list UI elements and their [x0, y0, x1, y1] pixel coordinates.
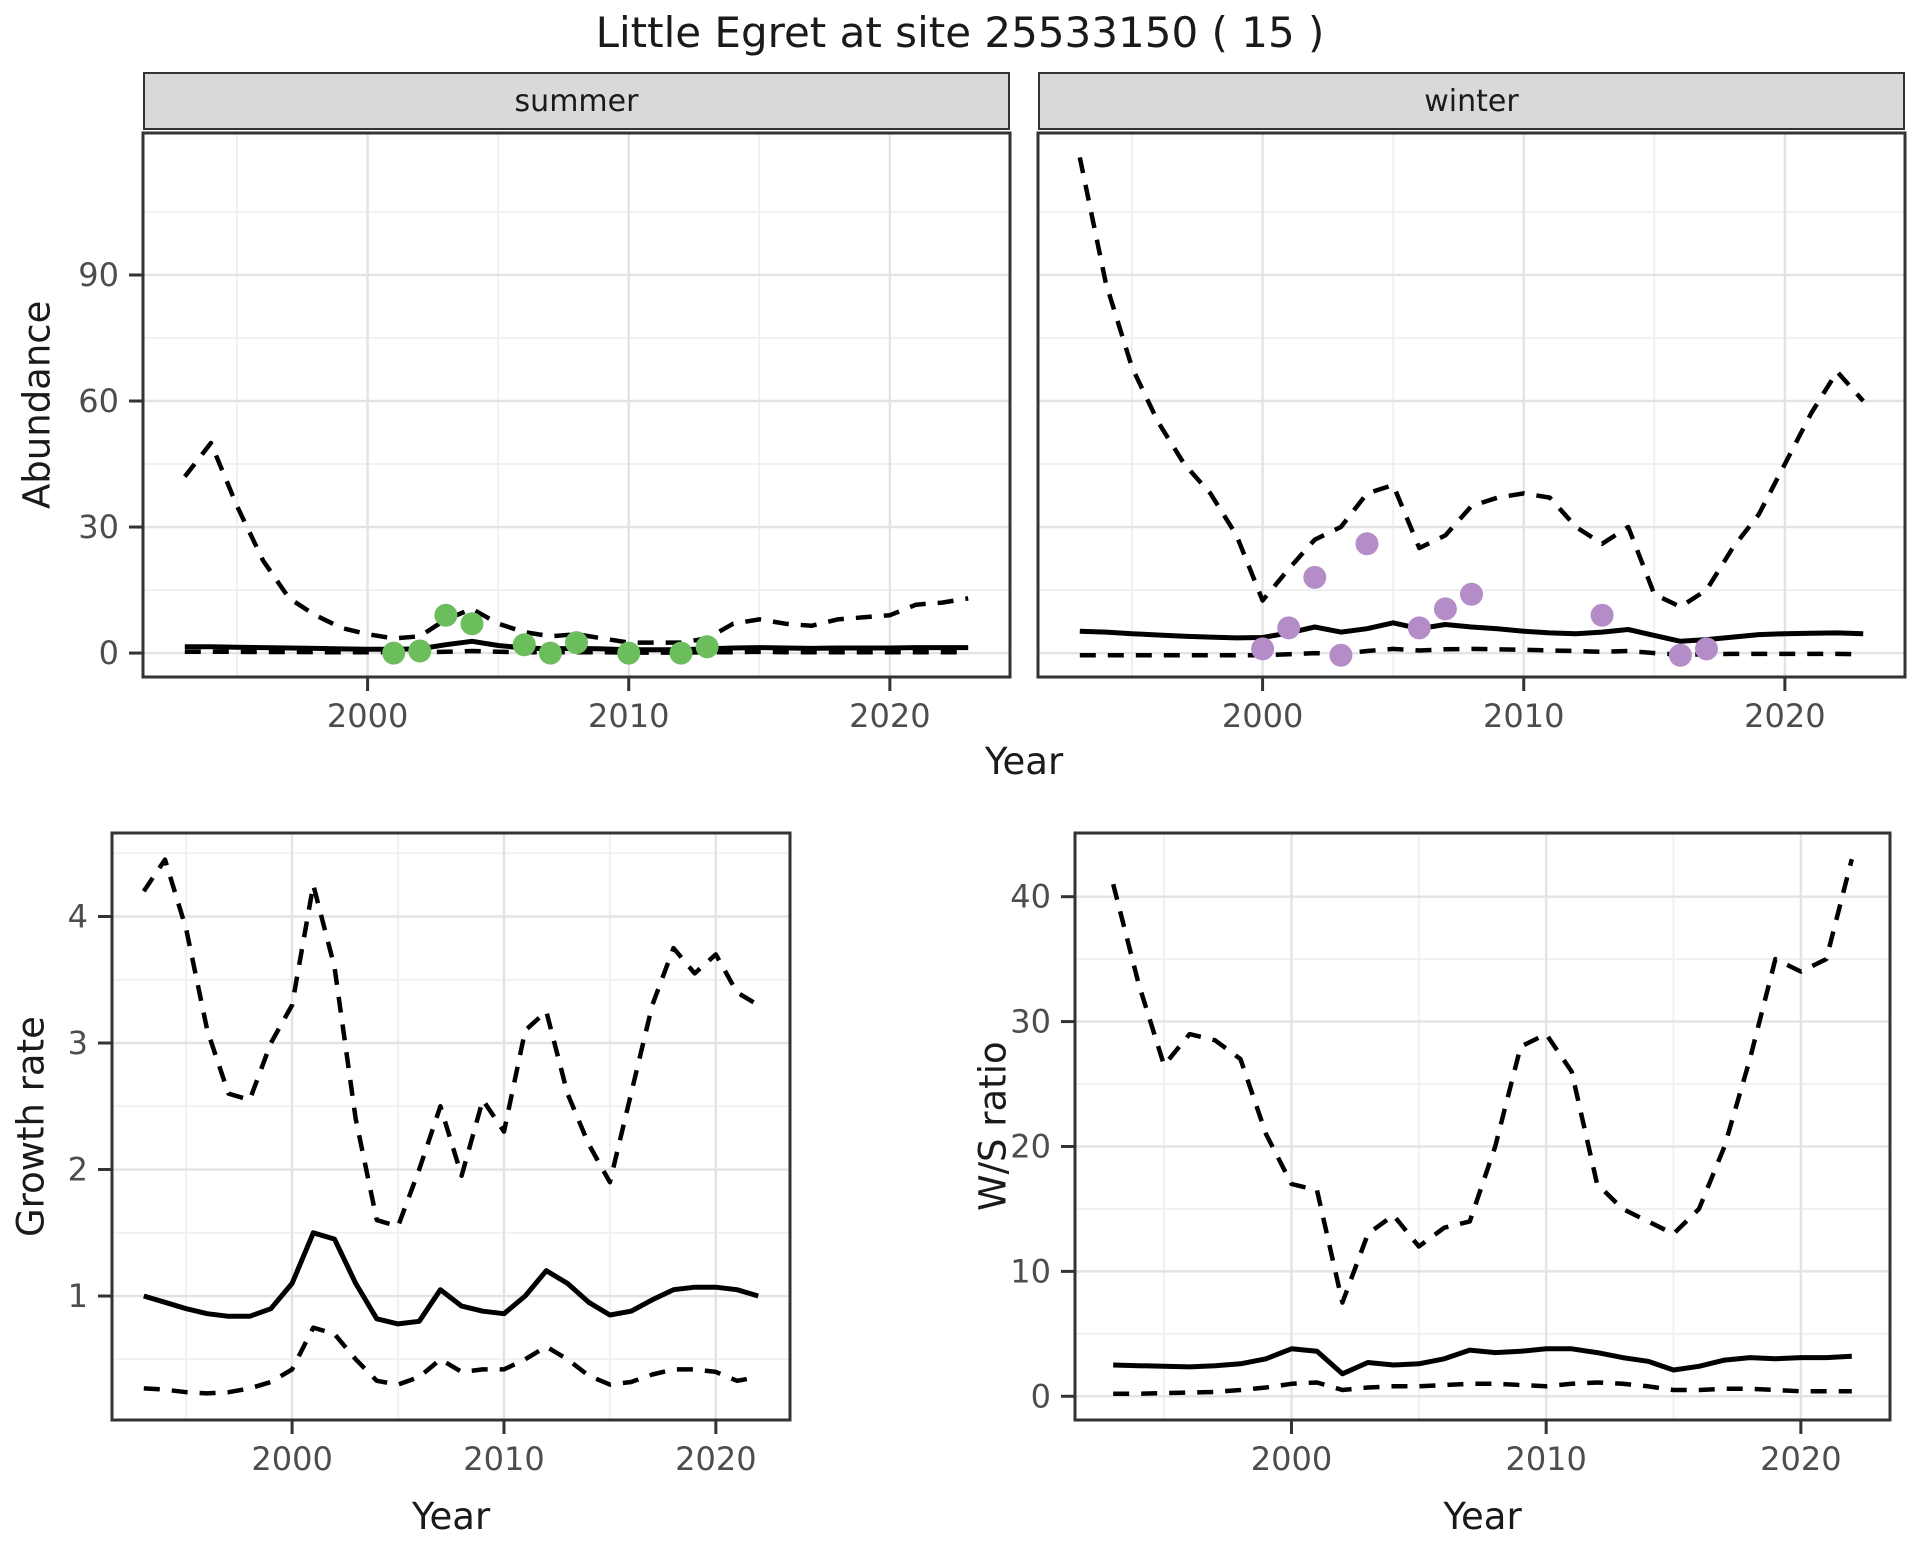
gridlines: [112, 833, 790, 1420]
axis-ticks-abundance-summer: 2000 2010 2020 0 30 60 90: [78, 256, 930, 735]
y-tick-label: 0: [1031, 1377, 1051, 1415]
observation-point: [1668, 643, 1692, 667]
observation-point: [565, 631, 588, 655]
observation-point: [669, 641, 693, 665]
observation-point: [1303, 565, 1327, 589]
abundance-winter-upper_95ci-line: [1077, 156, 1865, 610]
y-tick-label: 1: [68, 1277, 88, 1315]
winter-counts: [1251, 532, 1718, 667]
x-tick-label: 2020: [1744, 697, 1825, 735]
x-tick-label: 2000: [1222, 697, 1303, 735]
observation-point: [695, 635, 719, 659]
panel-background: [1075, 833, 1890, 1420]
abundance-winter-lower_95ci-line: [1079, 646, 1864, 658]
x-tick-label: 2010: [463, 1440, 544, 1478]
growth-rate-lower_95ci-line: [143, 1325, 759, 1396]
panel-border: [1073, 831, 1892, 1422]
panel-border: [141, 131, 1012, 679]
axis-ticks-ws-ratio: 2000 2010 2020 0 10 20 30 40: [1010, 878, 1841, 1478]
observation-point: [1277, 616, 1301, 640]
observation-point: [1251, 637, 1275, 661]
summer-counts: [382, 603, 719, 665]
panel-abundance-summer: 2000 2010 2020 0 30 60 90: [78, 131, 1012, 735]
y-axis-title-growth-rate: Growth rate: [9, 1016, 53, 1237]
x-tick-label: 2010: [588, 697, 669, 735]
y-tick-label: 4: [68, 897, 88, 935]
y-tick-label: 30: [1010, 1003, 1051, 1041]
x-tick-label: 2000: [1251, 1440, 1332, 1478]
y-tick-label: 0: [99, 634, 119, 672]
panel-border: [1036, 131, 1907, 679]
panel-background: [112, 833, 790, 1420]
facet-strip-summer: summer: [143, 72, 1010, 130]
facet-strip-winter-label: winter: [1424, 83, 1519, 119]
y-axis-title-abundance: Abundance: [15, 300, 59, 510]
y-tick-label: 40: [1010, 878, 1051, 916]
observation-point: [617, 641, 641, 665]
observation-point: [382, 641, 406, 665]
panel-background: [143, 133, 1010, 677]
y-axis-title-ws-ratio: W/S ratio: [971, 1041, 1015, 1212]
plot-title: Little Egret at site 25533150 ( 15 ): [595, 8, 1325, 57]
observation-point: [1590, 603, 1614, 627]
x-tick-label: 2020: [849, 697, 930, 735]
abundance-summer-upper_95ci-line: [183, 440, 969, 645]
y-tick-label: 60: [78, 382, 119, 420]
x-axis-title-ws-ratio: Year: [1443, 1495, 1522, 1538]
x-tick-label: 2010: [1483, 697, 1564, 735]
ws-ratio-lower_95ci-line: [1113, 1380, 1852, 1397]
x-tick-label: 2000: [327, 697, 408, 735]
panel-growth-rate: 2000 2010 2020 1 2 3 4: [68, 831, 792, 1478]
axis-ticks-abundance-winter: 2000 2010 2020: [1222, 677, 1826, 735]
abundance-winter-estimate-line: [1079, 620, 1864, 644]
x-axis-title-top: Year: [984, 740, 1064, 783]
observation-point: [408, 639, 432, 663]
x-tick-label: 2020: [675, 1440, 756, 1478]
observation-point: [538, 641, 562, 665]
growth-rate-upper_95ci-line: [141, 857, 760, 1229]
axis-ticks-growth-rate: 2000 2010 2020 1 2 3 4: [68, 897, 757, 1478]
facet-strip-summer-label: summer: [514, 83, 639, 119]
y-tick-label: 30: [78, 508, 119, 546]
facet-strip-winter: winter: [1038, 72, 1905, 130]
y-tick-label: 10: [1010, 1252, 1051, 1290]
ws-ratio-estimate-line: [1113, 1346, 1852, 1377]
panel-ws-ratio: 2000 2010 2020 0 10 20 30 40: [1010, 831, 1892, 1478]
y-tick-label: 20: [1010, 1127, 1051, 1165]
y-tick-label: 3: [68, 1024, 88, 1062]
observation-point: [1695, 637, 1718, 661]
y-tick-label: 2: [68, 1151, 88, 1189]
observation-point: [1407, 616, 1431, 640]
observation-point: [1433, 597, 1457, 621]
ws-ratio-upper_95ci-line: [1111, 858, 1854, 1305]
observation-point: [1329, 643, 1353, 667]
x-tick-label: 2000: [251, 1440, 332, 1478]
observation-point: [1355, 532, 1379, 556]
x-axis-title-growth-rate: Year: [411, 1495, 491, 1538]
y-tick-label: 90: [78, 256, 119, 294]
observation-point: [434, 603, 458, 627]
observation-point: [512, 633, 536, 657]
panel-abundance-winter: 2000 2010 2020: [1036, 131, 1907, 735]
observation-point: [1460, 582, 1483, 606]
abundance-summer-lower_95ci-line: [184, 648, 969, 655]
x-tick-label: 2020: [1760, 1440, 1841, 1478]
panel-border: [110, 831, 792, 1422]
observation-point: [460, 612, 484, 636]
growth-rate-estimate-line: [143, 1230, 759, 1327]
x-tick-label: 2010: [1505, 1440, 1586, 1478]
